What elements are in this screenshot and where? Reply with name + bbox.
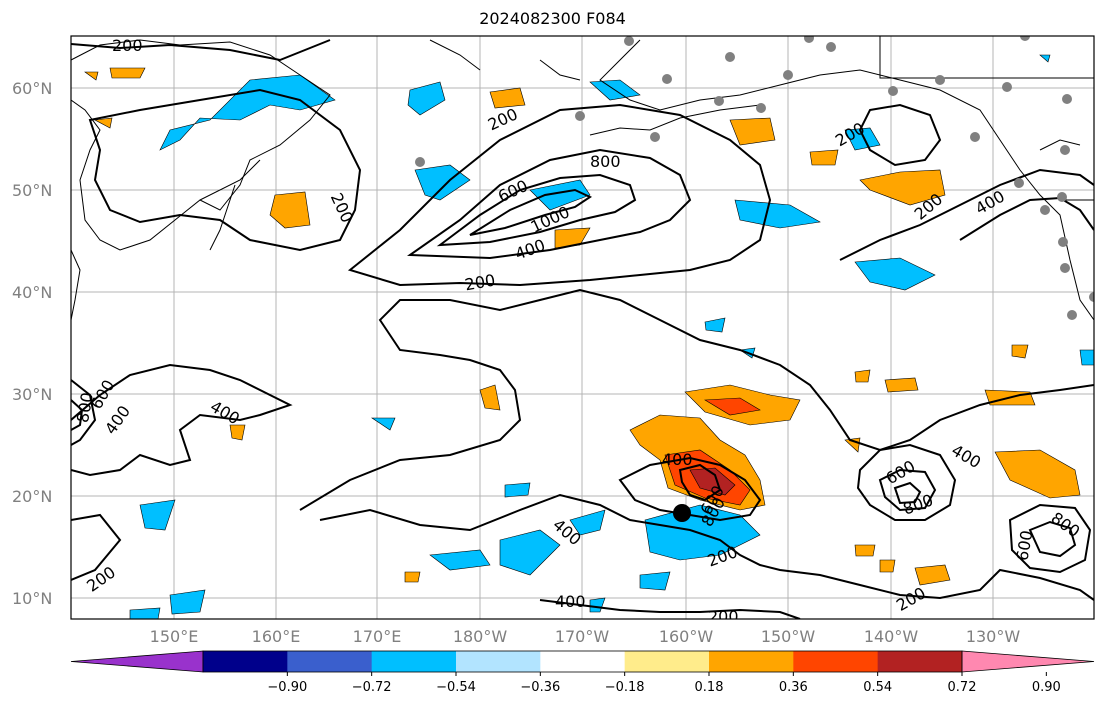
lon-label: 170°E: [353, 627, 402, 646]
colorbar: −0.90 −0.72 −0.54 −0.36 −0.18 0.18 0.36 0.54 0.7…: [70, 650, 1095, 695]
map-title: 2024082300 F084: [479, 9, 626, 28]
contour-label: 200: [112, 36, 143, 55]
lon-label: 150°W: [761, 627, 816, 646]
graticule: [71, 36, 1094, 619]
colorbar-bin: [793, 651, 879, 672]
latitude-labels: 60°N 50°N 40°N 30°N 20°N 10°N: [12, 79, 52, 608]
lon-label: 160°W: [659, 627, 714, 646]
colorbar-tick-label: 0.72: [948, 680, 977, 695]
lat-label: 10°N: [12, 589, 52, 608]
lon-label: 130°W: [966, 627, 1021, 646]
colorbar-bin: [877, 651, 963, 672]
colorbar-tick-label: 0.36: [779, 680, 808, 695]
contour-label: 400: [662, 450, 693, 469]
storm-center-marker: [673, 504, 691, 522]
colorbar-min-extension: [70, 650, 204, 673]
lon-label: 180°W: [453, 627, 508, 646]
colorbar-bin: [540, 651, 626, 672]
colorbar-tick-label: −0.54: [436, 680, 476, 695]
contour-label: 200: [708, 607, 739, 626]
lat-label: 50°N: [12, 181, 52, 200]
colorbar-bin: [371, 651, 457, 672]
lat-label: 60°N: [12, 79, 52, 98]
colorbar-tick-label: 0.90: [1032, 680, 1061, 695]
colorbar-bin: [624, 651, 710, 672]
colorbar-max-extension: [961, 650, 1095, 673]
contour-lines: [71, 39, 1094, 619]
lon-label: 160°E: [252, 627, 301, 646]
colorbar-tick-label: 0.18: [695, 680, 724, 695]
station-markers: [415, 36, 1094, 320]
coastlines: [71, 36, 1094, 321]
contour-label: 400: [555, 592, 586, 611]
colorbar-bin: [203, 651, 288, 672]
colorbar-tick-label: −0.90: [267, 680, 307, 695]
colorbar-tick-label: −0.36: [520, 680, 560, 695]
colorbar-tick-label: 0.54: [863, 680, 892, 695]
colorbar-bin: [709, 651, 794, 672]
colorbar-frame: [202, 650, 963, 673]
colorbar-bin: [287, 651, 373, 672]
longitude-labels: 150°E 160°E 170°E 180°W 170°W 160°W 150°…: [150, 627, 1021, 646]
colorbar-tick-label: −0.18: [605, 680, 645, 695]
map-frame: [70, 35, 1095, 620]
lat-label: 30°N: [12, 385, 52, 404]
lon-label: 140°W: [864, 627, 919, 646]
positive-shading: [84, 67, 1081, 586]
lon-label: 150°E: [150, 627, 199, 646]
lat-label: 40°N: [12, 283, 52, 302]
lon-label: 170°W: [555, 627, 610, 646]
lat-label: 20°N: [12, 487, 52, 506]
colorbar-tick-label: −0.72: [352, 680, 392, 695]
contour-label: 800: [590, 152, 621, 171]
colorbar-bin: [456, 651, 541, 672]
